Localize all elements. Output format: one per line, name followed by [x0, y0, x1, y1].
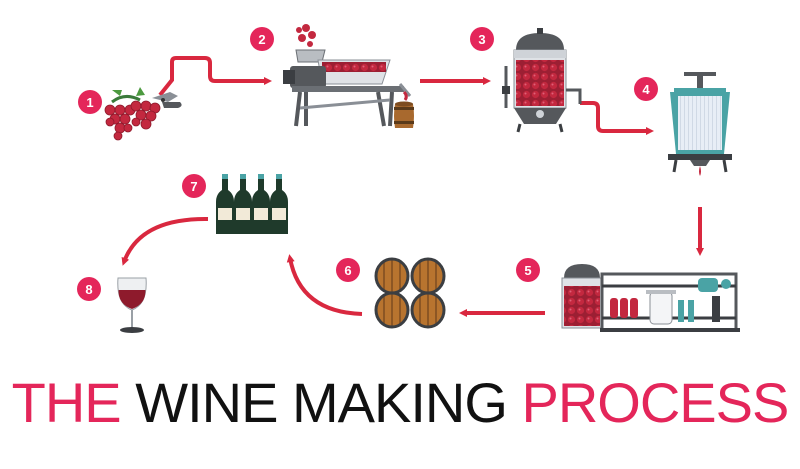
- step-number: 2: [258, 32, 265, 47]
- filtration-system-icon: [561, 264, 740, 332]
- step-badge-3: 3: [470, 27, 494, 51]
- step-number: 3: [478, 32, 485, 47]
- step-badge-4: 4: [634, 77, 658, 101]
- step-number: 1: [86, 95, 93, 110]
- step-badge-7: 7: [182, 174, 206, 198]
- flow-arrows: [121, 56, 704, 317]
- title-word-the: THE: [11, 371, 122, 434]
- step-badge-1: 1: [78, 90, 102, 114]
- step-badge-6: 6: [336, 258, 360, 282]
- arrow-6-to-7: [286, 254, 363, 316]
- step-number: 5: [524, 263, 531, 278]
- collection-barrel: [394, 101, 414, 128]
- fermentation-tank-icon: [502, 28, 582, 133]
- step-number: 8: [85, 282, 92, 297]
- wine-glass-icon: [117, 277, 147, 333]
- step-badge-5: 5: [516, 258, 540, 282]
- arrow-7-to-8: [121, 216, 209, 266]
- wine-bottles-icon: [216, 174, 288, 234]
- arrow-3-to-4: [580, 101, 654, 135]
- wine-press-icon: [668, 72, 732, 176]
- step-badge-2: 2: [250, 27, 274, 51]
- step-badge-8: 8: [77, 277, 101, 301]
- step-number: 4: [642, 82, 650, 97]
- crusher-destemmer-icon: [283, 24, 414, 128]
- title-word-process: PROCESS: [521, 371, 789, 434]
- step-number: 7: [190, 179, 197, 194]
- oak-barrels-icon: [374, 257, 446, 329]
- arrow-1-to-2: [158, 56, 272, 97]
- step-number: 6: [344, 263, 351, 278]
- title-words-wine-making: WINE MAKING: [135, 371, 508, 434]
- grape-bunch-and-shears-icon: [104, 87, 182, 141]
- page-title: THE WINE MAKING PROCESS: [0, 368, 800, 438]
